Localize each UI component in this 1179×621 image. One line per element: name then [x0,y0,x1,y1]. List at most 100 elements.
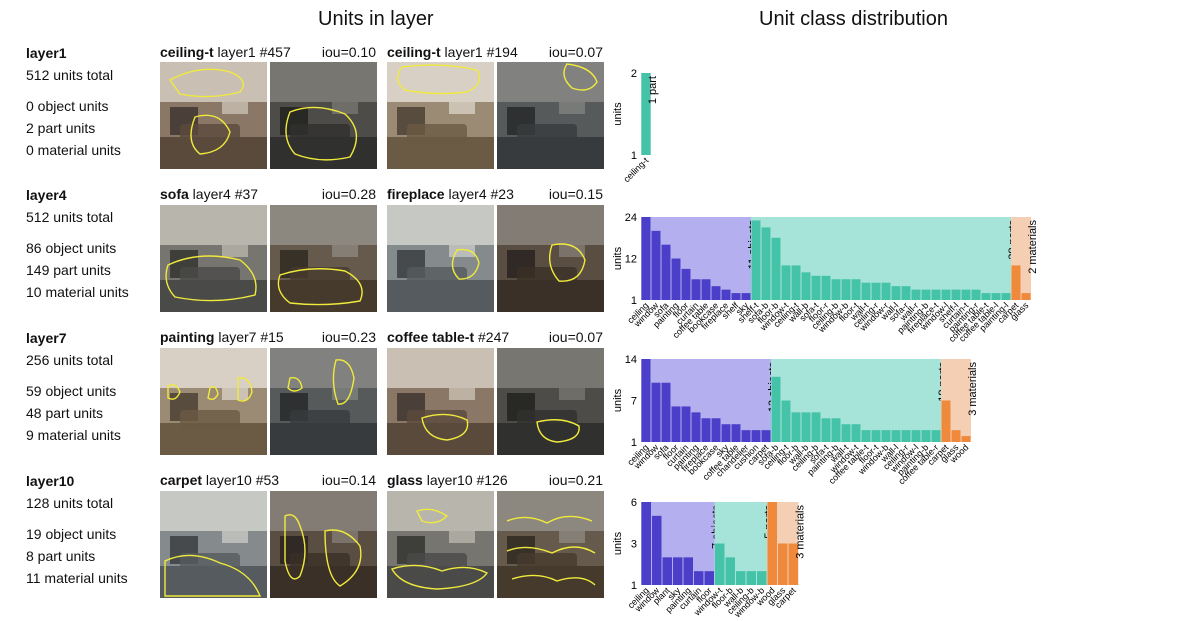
bar-object [721,289,731,300]
bar-material [941,400,951,442]
bar-part [801,272,811,300]
layer-info-4: layer4 512 units total 86 object units 1… [26,184,129,303]
bar-part [911,289,921,300]
bar-part [951,289,961,300]
bar-part [911,430,921,442]
bar-part [801,412,811,442]
bar-part [751,220,761,300]
bar-part [736,571,746,585]
bar-part [791,265,801,300]
bar-object [704,571,714,585]
unit-label: layer1 #194 [440,44,518,60]
unit-label: layer10 #53 [202,472,280,488]
bar-object [694,571,704,585]
concept-label: ceiling-t [387,44,441,60]
bar-part [981,293,991,300]
iou-label: iou=0.07 [548,329,603,345]
bar-object [701,418,711,442]
bar-part [725,557,735,585]
bar-part [931,430,941,442]
concept-label: ceiling-t [160,44,214,60]
bar-part [891,286,901,300]
bar-part [901,430,911,442]
units-total: 512 units total [26,209,114,225]
bar-object [641,359,651,442]
bar-part [771,237,781,300]
bar-object [652,515,662,585]
bar-part [901,286,911,300]
y-tick-label: 7 [631,396,637,408]
sample-caption: glass layer10 #126 [387,472,508,488]
object-units: 19 object units [26,526,117,542]
bar-part [871,282,881,300]
bar-part [851,279,861,300]
y-tick-label: 1 [631,295,637,307]
bar-part [781,265,791,300]
part-units: 48 part units [26,405,104,421]
bar-object [691,412,701,442]
y-tick-label: 14 [625,354,637,366]
bar-part [921,289,931,300]
bar-part [971,289,981,300]
bar-material [961,436,971,442]
units-total: 512 units total [26,67,114,83]
sample-caption: fireplace layer4 #23 [387,186,514,202]
y-axis-label: units [612,531,624,555]
bar-material [1021,293,1031,300]
bar-part [715,543,725,585]
bar-object [673,557,683,585]
bar-part [841,279,851,300]
group-label: 1 part [647,76,659,104]
sample-image [270,62,377,169]
layer-name: layer1 [26,45,67,61]
y-axis-label: units [612,102,624,126]
bar-part [891,430,901,442]
bar-material [1011,265,1021,300]
bar-object [741,293,751,300]
bar-object [671,406,681,442]
concept-label: fireplace [387,186,445,202]
group-label: 3 materials [967,362,979,416]
bar-object [761,430,771,442]
part-units: 8 part units [26,548,96,564]
bar-object [701,279,711,300]
bar-object [661,244,671,300]
concept-label: sofa [160,186,189,202]
bar-object [671,258,681,300]
sample-caption: sofa layer4 #37 [160,186,258,202]
bar-part [881,430,891,442]
bar-part [641,73,651,155]
bar-object [641,502,651,585]
sample-image [387,62,494,169]
units-total: 128 units total [26,495,114,511]
bar-object [681,268,691,300]
iou-label: iou=0.10 [321,44,376,60]
sample-image [160,205,267,312]
y-tick-label: 1 [631,437,637,449]
sample-image [387,348,494,455]
bar-part [851,424,861,442]
bar-part [881,282,891,300]
bar-part [961,289,971,300]
bar-material [788,543,798,585]
bar-part [757,571,767,585]
sample-image [160,62,267,169]
object-units: 0 object units [26,98,109,114]
material-units: 10 material units [26,284,129,300]
unit-label: layer7 #15 [214,329,284,345]
unit-label: layer4 #37 [188,186,259,202]
sample-image [270,205,377,312]
bar-material [951,430,961,442]
concept-label: carpet [160,472,203,488]
iou-label: iou=0.14 [321,472,376,488]
iou-label: iou=0.21 [548,472,603,488]
unit-label: layer4 #23 [444,186,514,202]
bar-part [831,418,841,442]
unit-label: #247 [474,329,510,345]
y-tick-label: 12 [625,254,637,266]
concept-label: glass [387,472,423,488]
bar-part [921,430,931,442]
layer-info-10: layer10 128 units total 19 object units … [26,470,128,589]
sample-caption: painting layer7 #15 [160,329,284,345]
